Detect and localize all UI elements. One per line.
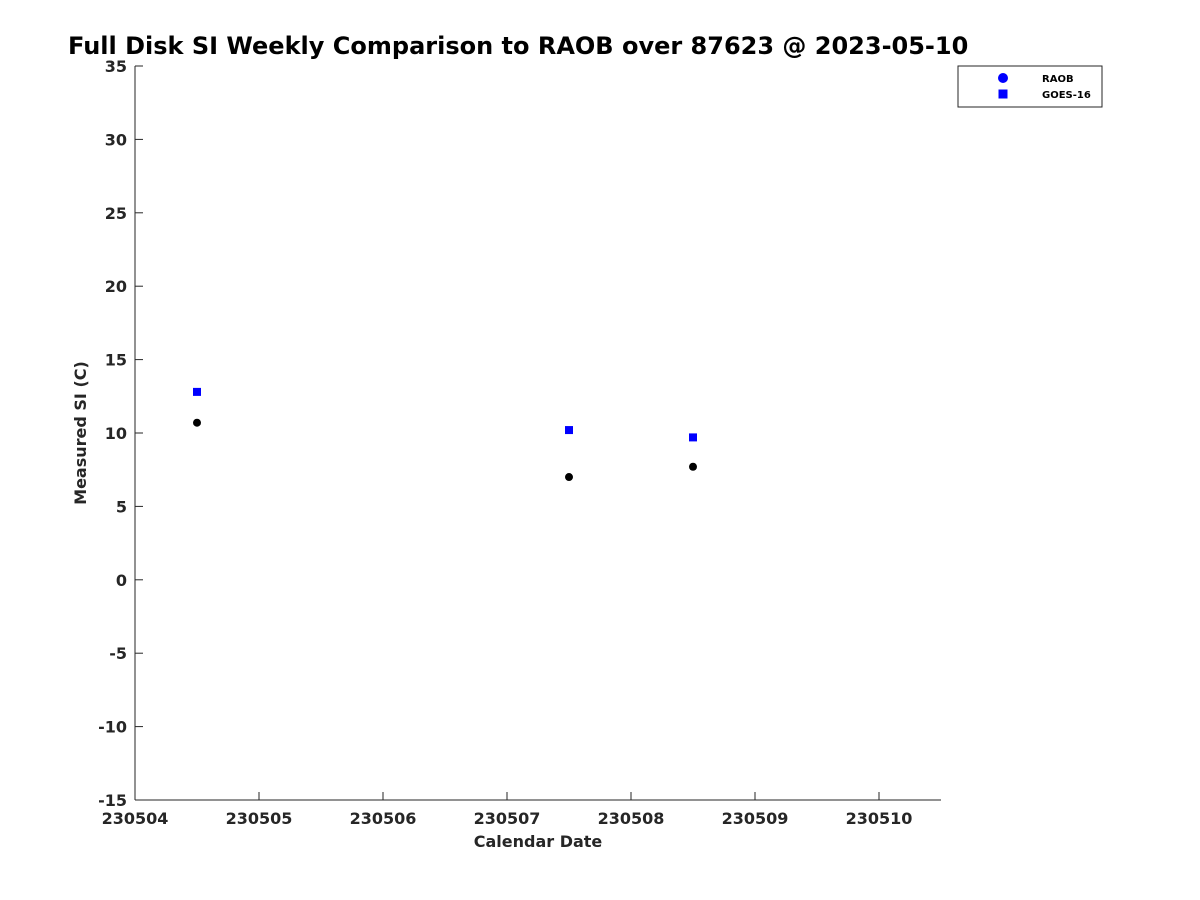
goes16-point bbox=[689, 433, 697, 442]
y-tick-label: 25 bbox=[105, 204, 127, 223]
goes16-point bbox=[193, 387, 201, 396]
goes16-point bbox=[565, 426, 573, 435]
legend-raob-label: RAOB bbox=[1042, 74, 1074, 85]
data-points bbox=[193, 387, 697, 482]
legend-goes16-label: GOES-16 bbox=[1042, 90, 1091, 101]
x-tick-label: 230504 bbox=[102, 809, 169, 828]
legend-box bbox=[957, 65, 1103, 108]
y-axis-label: Measured SI (C) bbox=[71, 361, 90, 505]
y-tick-label: -15 bbox=[98, 791, 127, 810]
y-ticks: 35 30 25 20 15 10 5 0 -5 -10 -15 bbox=[98, 57, 143, 810]
legend: RAOB GOES-16 bbox=[957, 65, 1103, 108]
x-tick-label: 230510 bbox=[846, 809, 913, 828]
x-tick-label: 230508 bbox=[598, 809, 665, 828]
x-tick-label: 230505 bbox=[226, 809, 293, 828]
y-tick-label: 30 bbox=[105, 130, 127, 149]
x-tick-label: 230507 bbox=[474, 809, 541, 828]
raob-point bbox=[689, 462, 697, 471]
legend-goes16-marker-icon bbox=[998, 89, 1008, 99]
y-tick-label: 0 bbox=[116, 571, 127, 590]
x-tick-label: 230509 bbox=[722, 809, 789, 828]
y-tick-label: 5 bbox=[116, 497, 127, 516]
y-tick-label: 15 bbox=[105, 351, 127, 370]
x-axis-label: Calendar Date bbox=[474, 832, 603, 851]
y-tick-label: -5 bbox=[109, 644, 127, 663]
y-tick-label: 35 bbox=[105, 57, 127, 76]
axes bbox=[134, 66, 941, 801]
x-tick-label: 230506 bbox=[350, 809, 417, 828]
y-tick-label: -10 bbox=[98, 718, 127, 737]
y-tick-label: 10 bbox=[105, 424, 127, 443]
raob-point bbox=[193, 418, 201, 427]
raob-point bbox=[565, 473, 573, 482]
chart-title: Full Disk SI Weekly Comparison to RAOB o… bbox=[68, 32, 968, 60]
x-ticks: 230504 230505 230506 230507 230508 230509 2305… bbox=[102, 792, 913, 828]
y-tick-label: 20 bbox=[105, 277, 127, 296]
legend-raob-marker-icon bbox=[998, 73, 1008, 83]
